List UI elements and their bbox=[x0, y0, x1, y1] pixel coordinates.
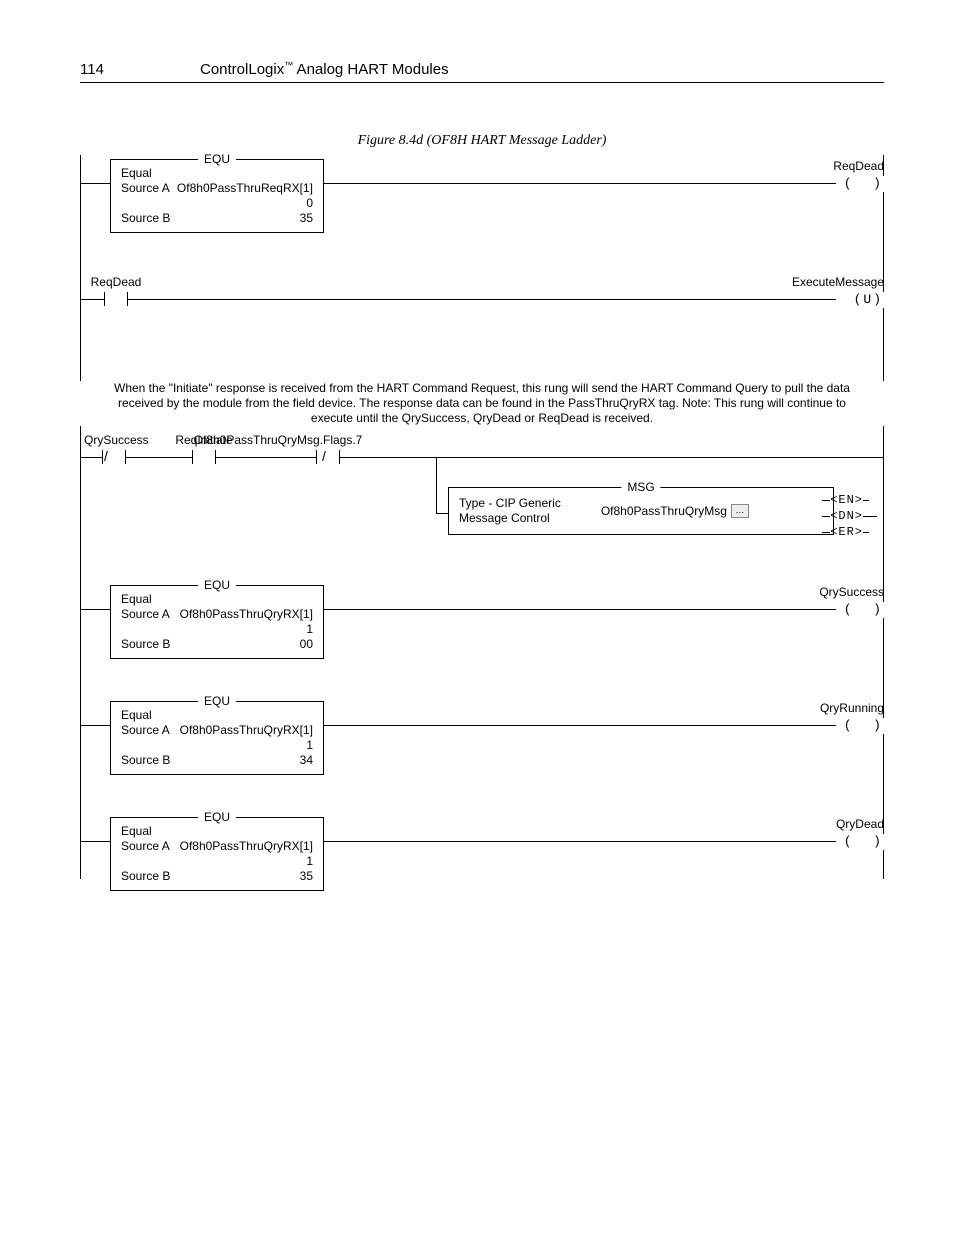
branch-horizontal bbox=[436, 513, 448, 514]
dn-flag: <DN> bbox=[830, 509, 863, 524]
rung-4: EQU Equal Source AOf8h0PassThruQryRX[1] … bbox=[80, 581, 884, 697]
title-part-b: Analog HART Modules bbox=[293, 61, 448, 78]
wire bbox=[324, 725, 884, 726]
equ-instruction: EQU Equal Source AOf8h0PassThruQryRX[1] … bbox=[110, 585, 324, 659]
title-part-a: ControlLogix bbox=[200, 61, 284, 78]
equ-instruction: EQU Equal Source AOf8h0PassThruQryRX[1] … bbox=[110, 817, 324, 891]
srcA-label: Source A bbox=[121, 181, 170, 196]
contact-symbol bbox=[174, 450, 234, 464]
coil-symbol: ( ) bbox=[843, 176, 884, 192]
rung-comment: When the "Initiate" response is received… bbox=[80, 381, 884, 426]
contact-label: QrySuccess bbox=[84, 433, 149, 448]
equ-equal: Equal bbox=[121, 592, 313, 607]
msg-config-button[interactable]: … bbox=[731, 504, 749, 518]
msg-left-col: Type - CIP Generic Message Control bbox=[459, 496, 561, 526]
page-title: ControlLogix™ Analog HART Modules bbox=[200, 60, 449, 78]
branch-vertical-right bbox=[883, 457, 884, 513]
srcA-sub: 1 bbox=[121, 738, 313, 753]
rung-2: ReqDead ExecuteMessage (U) bbox=[80, 265, 884, 375]
wire bbox=[80, 609, 110, 610]
srcB-label: Source B bbox=[121, 753, 170, 768]
srcA-value: Of8h0PassThruQryRX[1] bbox=[180, 839, 313, 854]
srcA-sub: 0 bbox=[121, 196, 313, 211]
coil-symbol: (U) bbox=[853, 292, 884, 308]
rung-6: EQU Equal Source AOf8h0PassThruQryRX[1] … bbox=[80, 813, 884, 929]
msg-status-flags: <EN> <DN> <ER> bbox=[822, 492, 877, 540]
srcB-value: 35 bbox=[300, 869, 313, 884]
coil-letter: U bbox=[863, 292, 873, 307]
output-coil: ReqDead ( ) bbox=[833, 159, 884, 192]
srcA-value: Of8h0PassThruQryRX[1] bbox=[180, 607, 313, 622]
msg-right-col: Of8h0PassThruQryMsg … bbox=[601, 496, 749, 526]
equ-title: EQU bbox=[198, 152, 236, 167]
output-coil: QryDead ( ) bbox=[836, 817, 884, 850]
equ-instruction: EQU Equal Source AOf8h0PassThruReqRX[1] … bbox=[110, 159, 324, 233]
contact-symbol: / bbox=[84, 450, 144, 464]
wire bbox=[324, 183, 884, 184]
coil-symbol: ( ) bbox=[843, 718, 884, 734]
msg-tag: Of8h0PassThruQryMsg bbox=[601, 504, 727, 519]
srcA-label: Source A bbox=[121, 723, 170, 738]
equ-title: EQU bbox=[198, 810, 236, 825]
xio-contact-flags7: Of8h0PassThruQryMsg.Flags.7 / bbox=[248, 433, 408, 464]
coil-label: QryRunning bbox=[820, 701, 884, 716]
srcA-value: Of8h0PassThruReqRX[1] bbox=[177, 181, 313, 196]
srcA-sub: 1 bbox=[121, 854, 313, 869]
contact-label: ReqDead bbox=[86, 275, 146, 290]
srcB-label: Source B bbox=[121, 637, 170, 652]
coil-symbol: ( ) bbox=[843, 834, 884, 850]
contact-symbol bbox=[86, 292, 146, 306]
trademark-symbol: ™ bbox=[284, 60, 293, 70]
msg-title: MSG bbox=[621, 480, 660, 495]
output-coil: QryRunning ( ) bbox=[820, 701, 884, 734]
contact-label: Of8h0PassThruQryMsg.Flags.7 bbox=[178, 433, 378, 448]
wire bbox=[80, 841, 110, 842]
equ-equal: Equal bbox=[121, 708, 313, 723]
contact-symbol: / bbox=[248, 450, 408, 464]
equ-instruction: EQU Equal Source AOf8h0PassThruQryRX[1] … bbox=[110, 701, 324, 775]
wire bbox=[80, 725, 110, 726]
figure-caption: Figure 8.4d (OF8H HART Message Ladder) bbox=[80, 133, 884, 149]
wire bbox=[324, 609, 884, 610]
page-number: 114 bbox=[80, 61, 200, 78]
srcB-label: Source B bbox=[121, 211, 170, 226]
rung-5: EQU Equal Source AOf8h0PassThruQryRX[1] … bbox=[80, 697, 884, 813]
coil-label: ReqDead bbox=[833, 159, 884, 174]
srcA-value: Of8h0PassThruQryRX[1] bbox=[180, 723, 313, 738]
srcB-label: Source B bbox=[121, 869, 170, 884]
output-coil-unlatch: ExecuteMessage (U) bbox=[792, 275, 884, 308]
equ-title: EQU bbox=[198, 694, 236, 709]
rung-3: When the "Initiate" response is received… bbox=[80, 381, 884, 581]
er-flag: <ER> bbox=[830, 525, 863, 540]
msg-instruction: MSG Type - CIP Generic Message Control O… bbox=[448, 487, 834, 535]
coil-label: QrySuccess bbox=[819, 585, 884, 600]
srcB-value: 00 bbox=[300, 637, 313, 652]
srcB-value: 35 bbox=[300, 211, 313, 226]
en-flag: <EN> bbox=[830, 493, 863, 508]
page-header: 114 ControlLogix™ Analog HART Modules bbox=[80, 60, 884, 83]
wire bbox=[324, 841, 884, 842]
ladder-diagram: EQU Equal Source AOf8h0PassThruReqRX[1] … bbox=[80, 155, 884, 879]
xic-contact: ReqDead bbox=[86, 275, 146, 306]
xio-contact-qrysuccess: QrySuccess / bbox=[84, 433, 149, 464]
srcA-label: Source A bbox=[121, 839, 170, 854]
equ-title: EQU bbox=[198, 578, 236, 593]
equ-equal: Equal bbox=[121, 824, 313, 839]
branch-vertical bbox=[436, 457, 437, 513]
srcA-label: Source A bbox=[121, 607, 170, 622]
srcA-sub: 1 bbox=[121, 622, 313, 637]
output-coil: QrySuccess ( ) bbox=[819, 585, 884, 618]
msg-control: Message Control bbox=[459, 511, 561, 526]
srcB-value: 34 bbox=[300, 753, 313, 768]
equ-equal: Equal bbox=[121, 166, 313, 181]
coil-symbol: ( ) bbox=[843, 602, 884, 618]
rung-1: EQU Equal Source AOf8h0PassThruReqRX[1] … bbox=[80, 155, 884, 265]
wire bbox=[80, 183, 110, 184]
coil-label: ExecuteMessage bbox=[792, 275, 884, 290]
page: 114 ControlLogix™ Analog HART Modules Fi… bbox=[0, 0, 954, 1235]
coil-label: QryDead bbox=[836, 817, 884, 832]
msg-type: Type - CIP Generic bbox=[459, 496, 561, 511]
wire bbox=[80, 299, 884, 300]
